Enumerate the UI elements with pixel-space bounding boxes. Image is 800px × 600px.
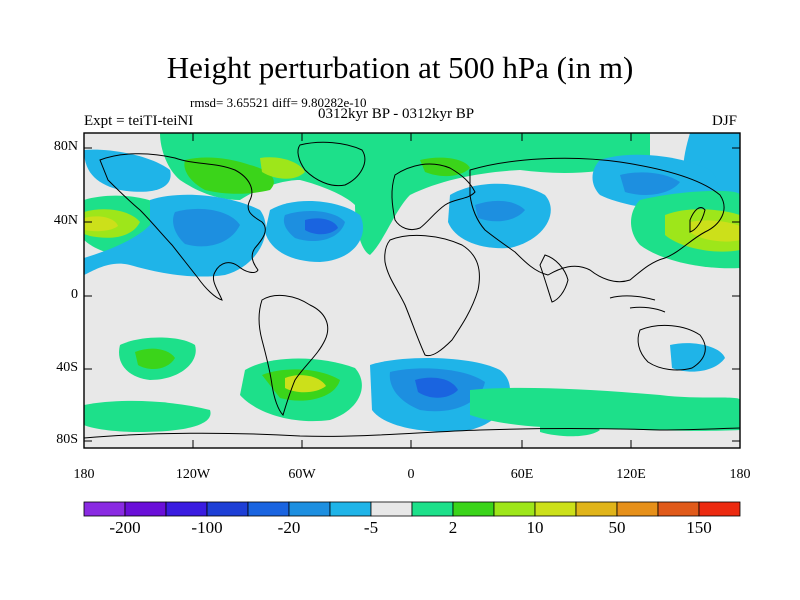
- coastline-australia: [637, 325, 706, 371]
- contour-asia-deep: [475, 200, 525, 222]
- colorbar-swatch: [288, 501, 331, 517]
- contour-atlantic-core: [305, 218, 338, 235]
- colorbar-swatch: [411, 501, 454, 517]
- colorbar-swatch: [165, 501, 208, 517]
- x-tick-label: 180: [73, 467, 95, 482]
- plot-frame: [83, 132, 741, 449]
- colorbar-swatch: [698, 501, 741, 517]
- coastline-south-america: [258, 294, 329, 416]
- colorbar-swatch: [534, 501, 577, 517]
- x-tick-marks: [83, 133, 741, 448]
- experiment-label: Expt = teiTI-teiNI: [84, 113, 194, 129]
- contour-europe-lime: [420, 157, 470, 177]
- colorbar-swatch: [616, 501, 659, 517]
- colorbar-swatch: [206, 501, 249, 517]
- contour-spacific-lime: [135, 348, 175, 370]
- coastline-indonesia: [609, 295, 666, 313]
- colorbar-label: -20: [277, 518, 301, 537]
- colorbar-label: -100: [191, 518, 223, 537]
- y-tick-label: 40N: [53, 213, 78, 228]
- colorbar-label: 50: [608, 518, 626, 537]
- colorbar-swatch: [370, 501, 413, 517]
- coastline-asia: [469, 157, 725, 283]
- colorbar-label: -200: [109, 518, 141, 537]
- x-tick-label: 180: [729, 467, 751, 482]
- coastline-greenland: [297, 141, 366, 187]
- colorbar-swatch: [124, 501, 167, 517]
- contour-antarctic-green: [540, 422, 600, 437]
- x-tick-label: 0: [407, 467, 415, 482]
- coastline-antarctica: [84, 427, 740, 439]
- colorbar-swatch: [657, 501, 700, 517]
- map-title: Height perturbation at 500 hPa (in m): [166, 50, 634, 85]
- rmsd-text: rmsd= 3.65521 diff= 9.80282e-10: [190, 95, 367, 110]
- x-tick-label: 60E: [510, 467, 534, 482]
- colorbar-label: 10: [526, 518, 544, 537]
- contour-fill-layer: [84, 133, 740, 437]
- contour-south-green: [470, 387, 740, 431]
- x-tick-label: 60W: [288, 467, 316, 482]
- coastline-africa: [384, 235, 480, 357]
- y-tick-label: 80S: [56, 432, 78, 447]
- colorbar-swatch: [83, 501, 126, 517]
- colorbar-label: -5: [363, 518, 379, 537]
- colorbar-swatch: [452, 501, 495, 517]
- y-tick-label: 40S: [56, 360, 78, 375]
- colorbar-label: 2: [448, 518, 458, 537]
- y-tick-label: 80N: [53, 139, 78, 154]
- coastlines: [84, 141, 740, 439]
- contour-west-pacific-yellow: [690, 220, 740, 242]
- colorbar-swatch: [575, 501, 618, 517]
- y-tick-label: 0: [71, 287, 78, 302]
- contour-siberia-deep: [620, 172, 680, 195]
- contour-north-lime: [184, 157, 274, 194]
- coastline-north-america: [99, 153, 266, 301]
- x-tick-label: 120W: [175, 467, 211, 482]
- colorbar-label: 150: [686, 518, 712, 537]
- colorbar: [83, 501, 741, 517]
- x-tick-label: 120E: [616, 467, 646, 482]
- period-label: 0312kyr BP - 0312kyr BP: [318, 106, 475, 122]
- contour-west-yellow: [84, 216, 118, 232]
- colorbar-swatch: [329, 501, 372, 517]
- contour-satlantic-core: [415, 377, 458, 398]
- colorbar-swatch: [247, 501, 290, 517]
- contour-canada-lime: [260, 157, 305, 179]
- colorbar-swatch: [493, 501, 536, 517]
- contour-southwest-green: [84, 400, 211, 432]
- coastline-europe: [391, 163, 476, 231]
- coastline-japan: [689, 207, 706, 233]
- contour-nw-blue: [84, 149, 171, 192]
- contour-namerica-deep: [173, 208, 240, 247]
- y-tick-marks: [84, 147, 740, 442]
- coastline-india: [539, 254, 569, 303]
- season-label: DJF: [712, 113, 738, 129]
- contour-southeast-blue: [670, 343, 725, 372]
